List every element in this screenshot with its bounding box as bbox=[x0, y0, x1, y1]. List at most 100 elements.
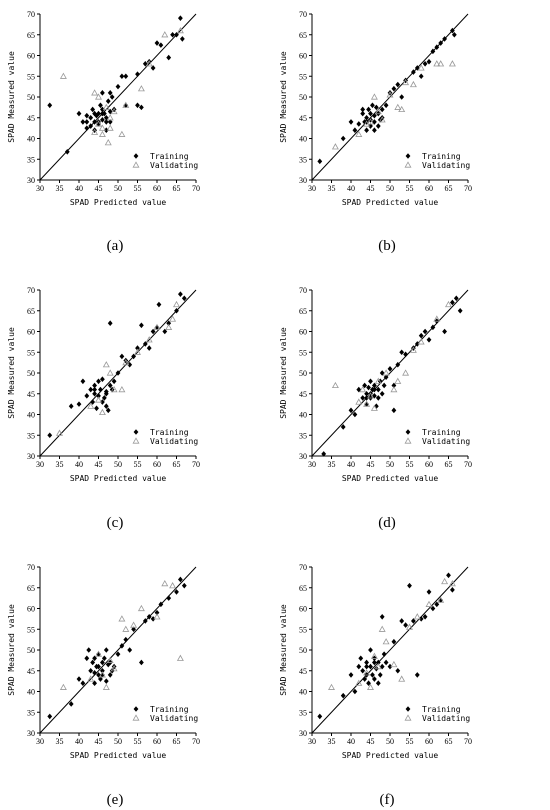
validating-point bbox=[402, 369, 410, 376]
training-point bbox=[366, 106, 371, 113]
validating-point bbox=[355, 130, 363, 137]
x-tick-label: 55 bbox=[406, 184, 414, 193]
training-point bbox=[411, 69, 416, 75]
training-point bbox=[100, 90, 105, 96]
training-point bbox=[442, 328, 447, 335]
training-point bbox=[84, 125, 90, 131]
legend-validating-marker bbox=[404, 437, 412, 444]
legend-validating-label: Validating bbox=[150, 437, 198, 446]
validating-point bbox=[331, 143, 339, 150]
training-point bbox=[399, 618, 405, 624]
training-point bbox=[383, 374, 389, 380]
y-tick-label: 30 bbox=[27, 452, 35, 461]
x-tick-label: 70 bbox=[464, 460, 472, 469]
training-point bbox=[139, 104, 144, 111]
x-tick-label: 30 bbox=[308, 737, 316, 746]
training-point bbox=[135, 102, 140, 109]
validating-point bbox=[363, 669, 371, 676]
validating-point bbox=[402, 78, 410, 86]
x-tick-label: 45 bbox=[95, 737, 103, 746]
training-point bbox=[426, 337, 432, 343]
x-tick-label: 60 bbox=[425, 737, 433, 746]
panel-label: (c) bbox=[107, 515, 124, 531]
validating-point bbox=[98, 130, 106, 137]
validating-point bbox=[425, 600, 433, 607]
training-point bbox=[103, 390, 109, 397]
y-axis-title: SPAD Measured value bbox=[279, 327, 288, 419]
training-point bbox=[430, 605, 436, 612]
x-tick-label: 45 bbox=[95, 184, 103, 193]
x-tick-label: 40 bbox=[347, 460, 355, 469]
x-tick-label: 30 bbox=[36, 184, 44, 193]
validating-point bbox=[95, 650, 102, 657]
validating-point bbox=[118, 615, 126, 622]
training-point bbox=[422, 61, 428, 67]
validating-point bbox=[398, 105, 406, 113]
legend-training-label: Training bbox=[150, 152, 189, 161]
y-tick-label: 70 bbox=[27, 286, 35, 295]
training-point bbox=[438, 40, 444, 46]
y-tick-label: 65 bbox=[27, 31, 35, 40]
training-point bbox=[90, 106, 96, 113]
training-point bbox=[68, 701, 74, 707]
training-point bbox=[391, 638, 397, 645]
x-tick-label: 65 bbox=[173, 737, 181, 746]
y-tick-label: 45 bbox=[299, 667, 307, 676]
y-tick-label: 70 bbox=[299, 286, 307, 295]
validating-point bbox=[106, 124, 114, 131]
validating-point bbox=[122, 359, 130, 366]
legend-training-marker bbox=[133, 429, 139, 435]
validating-point bbox=[441, 577, 449, 585]
training-point bbox=[92, 382, 97, 389]
y-tick-label: 40 bbox=[27, 135, 35, 144]
training-point bbox=[181, 582, 187, 589]
y-tick-label: 45 bbox=[27, 390, 35, 399]
validating-point bbox=[106, 369, 114, 376]
training-point bbox=[150, 328, 156, 335]
y-tick-label: 40 bbox=[299, 688, 307, 697]
y-tick-label: 30 bbox=[27, 729, 35, 738]
validating-point bbox=[448, 60, 456, 67]
training-point bbox=[450, 299, 455, 306]
training-point bbox=[158, 42, 164, 48]
training-point bbox=[348, 672, 354, 678]
validating-point bbox=[153, 613, 161, 620]
training-point bbox=[364, 395, 369, 401]
validating-point bbox=[169, 315, 177, 322]
x-tick-label: 40 bbox=[75, 737, 83, 746]
training-point bbox=[166, 595, 172, 601]
training-point bbox=[119, 73, 125, 80]
x-tick-label: 35 bbox=[56, 737, 64, 746]
legend-training-label: Training bbox=[422, 705, 461, 714]
validating-point bbox=[102, 103, 110, 110]
y-tick-label: 55 bbox=[299, 625, 307, 634]
y-tick-label: 50 bbox=[27, 646, 35, 655]
training-point bbox=[368, 123, 373, 129]
validating-point bbox=[394, 103, 402, 110]
training-point bbox=[348, 119, 354, 125]
training-point bbox=[115, 651, 121, 657]
x-tick-label: 35 bbox=[56, 460, 64, 469]
legend-training-marker bbox=[405, 706, 411, 712]
validating-point bbox=[355, 398, 363, 405]
training-point bbox=[103, 127, 109, 133]
training-point bbox=[356, 663, 362, 670]
validating-point bbox=[153, 323, 161, 330]
y-tick-label: 60 bbox=[27, 605, 35, 614]
y-tick-label: 45 bbox=[299, 390, 307, 399]
training-point bbox=[446, 572, 451, 579]
reference-line-1to1 bbox=[311, 289, 469, 457]
validating-point bbox=[363, 400, 371, 407]
validating-point bbox=[91, 89, 99, 96]
validating-point bbox=[161, 31, 169, 38]
chart-panel-6: 30 35 40 45 50 55 60 65 70 30 35 40 45 50 55 60 65 70 SPAD… bbox=[279, 563, 472, 808]
y-tick-label: 35 bbox=[299, 155, 307, 164]
training-point bbox=[88, 114, 94, 121]
training-point bbox=[146, 614, 152, 620]
reference-line-1to1 bbox=[311, 566, 469, 734]
validating-point bbox=[370, 404, 378, 411]
x-tick-label: 35 bbox=[56, 184, 64, 193]
training-point bbox=[366, 680, 371, 686]
validating-point bbox=[433, 60, 441, 67]
